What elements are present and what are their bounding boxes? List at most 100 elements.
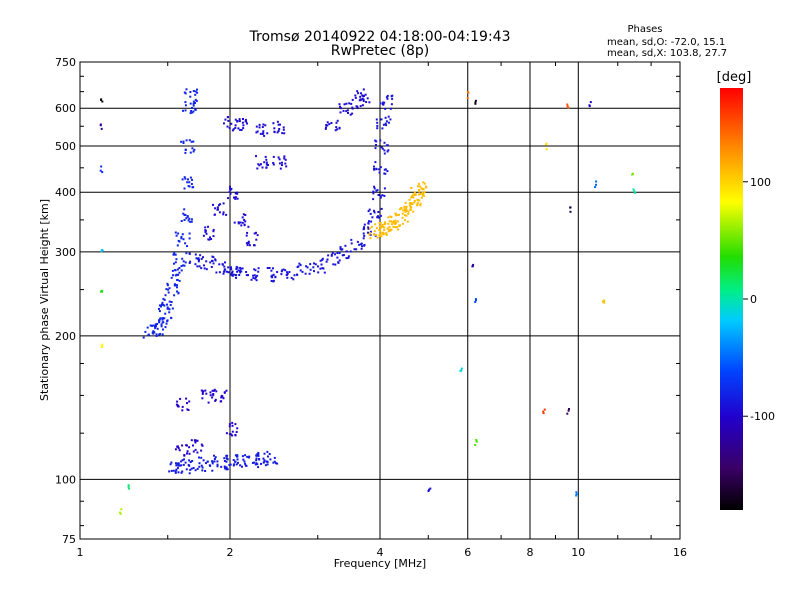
data-point — [213, 458, 216, 460]
data-point — [389, 215, 392, 218]
data-point — [474, 101, 477, 104]
data-point — [188, 262, 191, 264]
data-point — [373, 233, 375, 236]
data-point — [418, 190, 421, 193]
data-point — [264, 155, 267, 158]
data-point — [601, 300, 604, 303]
data-point — [235, 268, 238, 270]
data-point — [184, 149, 187, 151]
data-point — [337, 261, 340, 264]
data-point — [207, 238, 210, 241]
data-point — [276, 120, 279, 123]
data-point — [236, 458, 239, 461]
data-point — [229, 192, 232, 195]
data-point — [244, 454, 247, 457]
data-point — [188, 237, 191, 240]
data-point — [345, 102, 348, 105]
data-point — [381, 194, 384, 197]
data-point — [218, 263, 221, 266]
data-point — [237, 222, 240, 225]
data-point — [234, 192, 237, 195]
data-point — [190, 110, 193, 112]
y-axis-ticks: 75 100 200 300 400 500 600 750 — [55, 56, 680, 546]
data-point — [353, 248, 356, 251]
data-point — [408, 198, 411, 201]
data-point — [231, 271, 233, 274]
data-point — [234, 196, 237, 199]
data-point — [368, 101, 371, 104]
data-point — [346, 250, 349, 253]
data-point — [200, 389, 203, 392]
data-point — [362, 98, 365, 101]
data-point — [227, 266, 230, 269]
data-point — [342, 254, 345, 256]
data-point — [338, 103, 341, 106]
data-point — [234, 460, 236, 463]
data-point — [280, 270, 283, 273]
data-point — [252, 277, 255, 279]
data-point — [569, 206, 572, 209]
data-point — [194, 253, 197, 256]
data-point — [176, 268, 179, 271]
data-point — [101, 343, 104, 346]
data-point — [416, 201, 419, 204]
data-point — [285, 273, 288, 276]
data-point — [346, 109, 349, 112]
data-point — [188, 139, 191, 142]
data-point — [235, 276, 237, 279]
data-point — [286, 276, 289, 279]
data-point — [273, 127, 276, 130]
data-point — [369, 237, 372, 240]
data-point — [158, 321, 161, 324]
data-point — [255, 276, 257, 279]
data-point — [184, 177, 187, 180]
data-point — [120, 508, 123, 511]
data-point — [254, 463, 257, 466]
data-point — [153, 331, 156, 334]
data-point — [188, 400, 191, 403]
data-point — [347, 256, 350, 259]
data-point — [272, 273, 275, 276]
data-point — [240, 270, 243, 273]
data-point — [223, 270, 225, 273]
data-point — [239, 128, 242, 131]
data-point — [184, 461, 187, 464]
colorbar-tick-label: 0 — [750, 293, 757, 306]
data-point — [177, 464, 180, 467]
data-point — [214, 259, 217, 262]
data-point — [282, 126, 285, 129]
data-point — [238, 274, 241, 276]
data-point — [180, 237, 183, 240]
data-point — [201, 392, 204, 395]
data-point — [369, 232, 372, 235]
data-point — [350, 102, 353, 105]
data-point — [223, 265, 226, 268]
data-point — [386, 97, 389, 100]
data-point — [223, 465, 226, 468]
data-point — [373, 211, 376, 214]
data-point — [395, 221, 397, 224]
data-point — [423, 191, 426, 194]
data-point — [362, 228, 365, 231]
data-point — [388, 228, 391, 231]
data-point — [347, 255, 350, 258]
data-point — [188, 446, 191, 449]
data-point — [378, 222, 381, 225]
data-point — [278, 162, 281, 165]
data-point — [223, 460, 226, 462]
data-point — [340, 248, 343, 251]
data-point — [209, 391, 212, 394]
data-point — [99, 290, 102, 293]
data-point — [279, 167, 282, 170]
data-point — [379, 102, 382, 105]
data-point — [256, 453, 259, 456]
data-point — [198, 462, 201, 465]
data-point — [338, 126, 341, 129]
data-point — [420, 187, 423, 190]
data-point — [545, 142, 548, 145]
data-point — [335, 121, 338, 124]
data-point — [413, 199, 416, 202]
data-point — [119, 511, 121, 514]
data-point — [188, 472, 191, 475]
data-point — [189, 91, 192, 93]
